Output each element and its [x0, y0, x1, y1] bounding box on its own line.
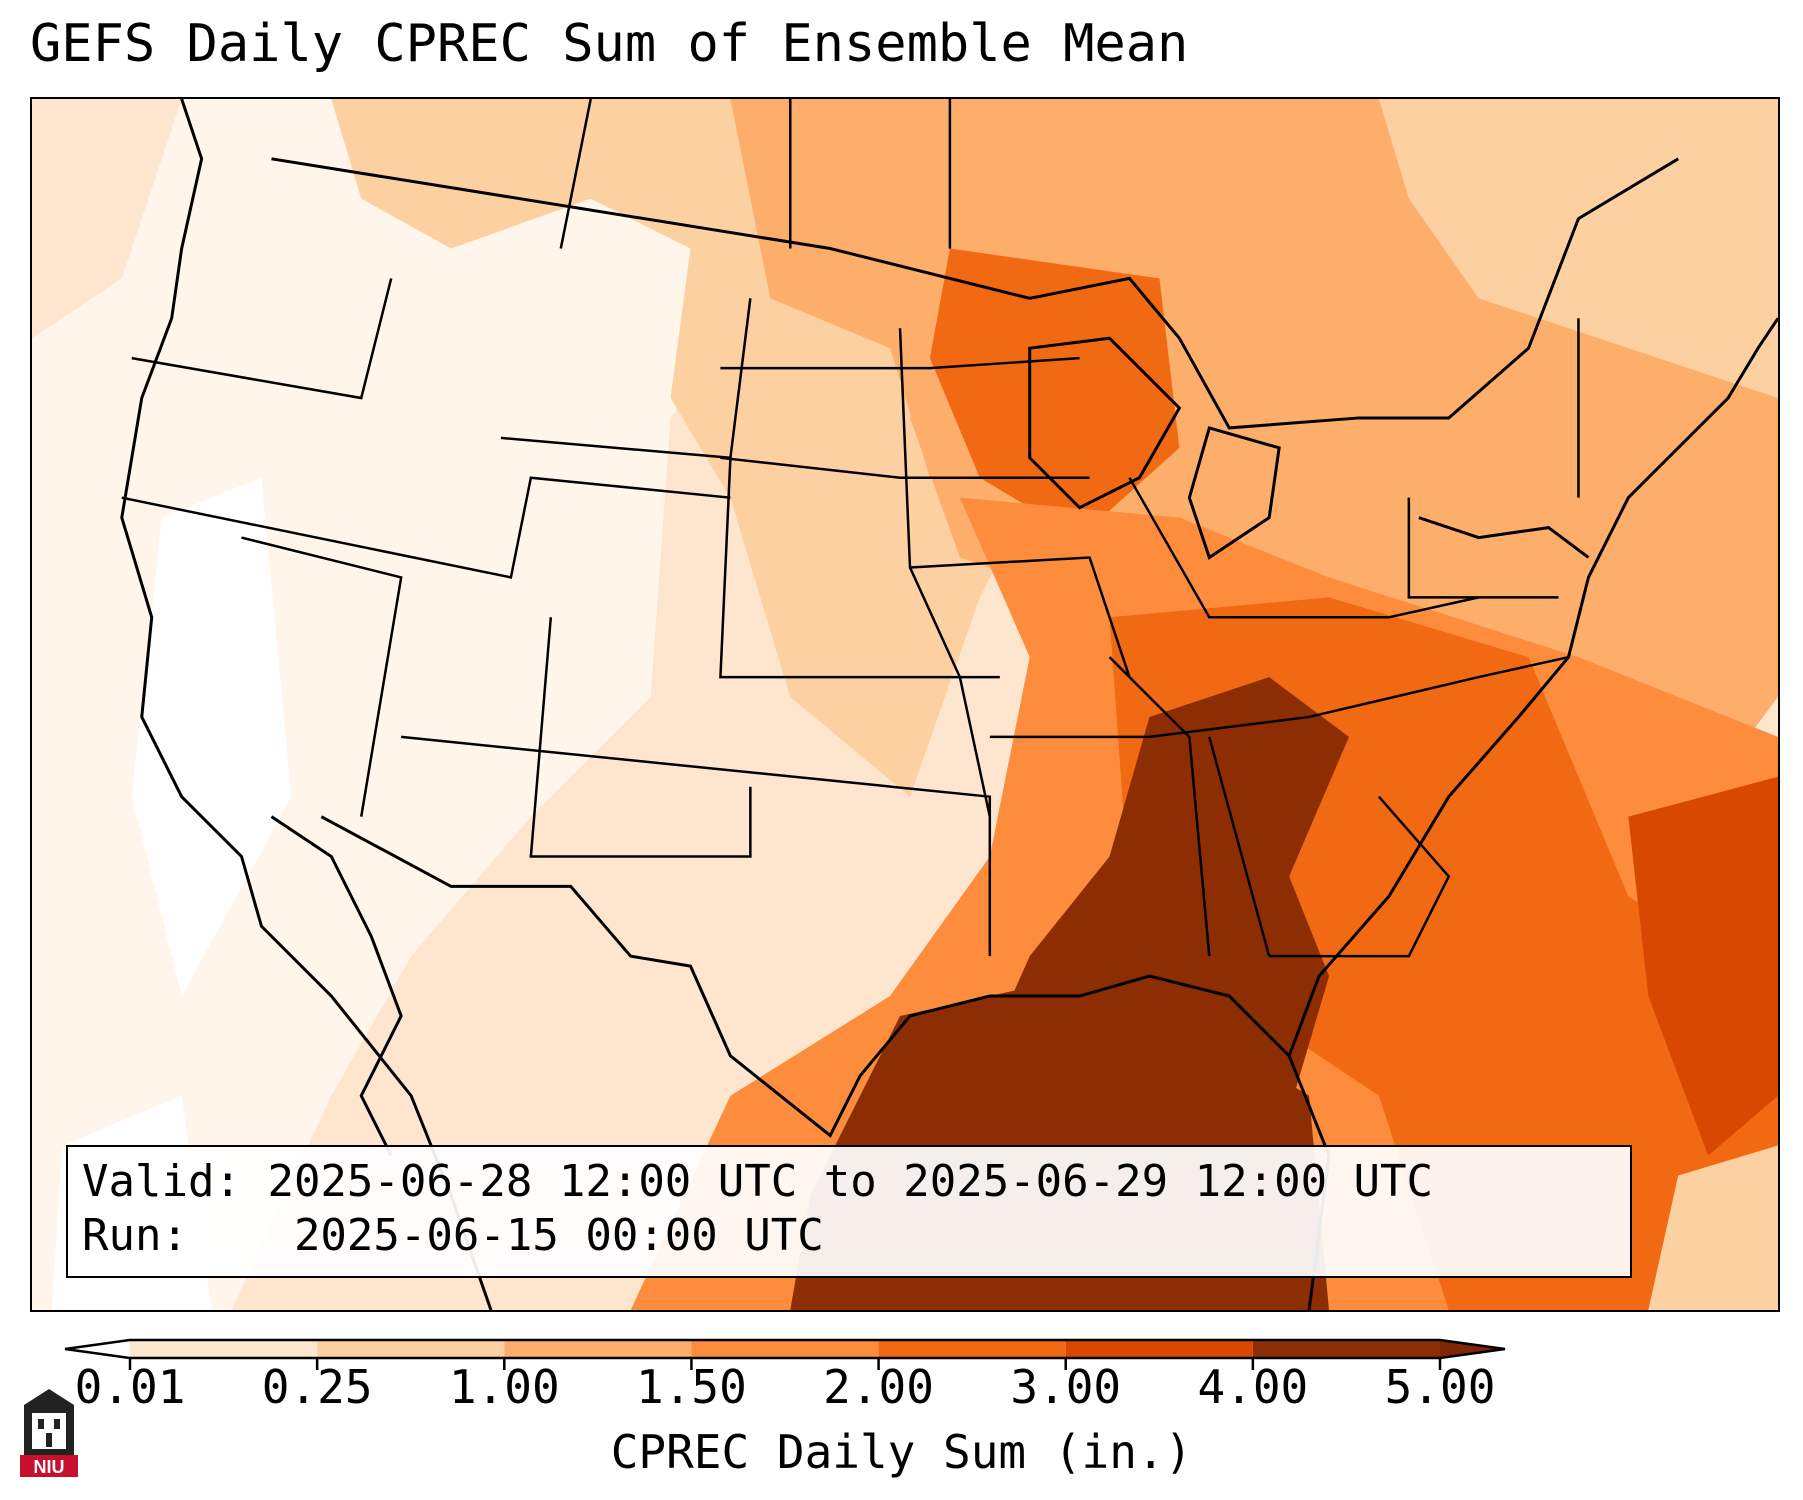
state-line-ia-mo [909, 556, 1131, 678]
colorbar-segment [130, 1340, 318, 1358]
run-label: Run: [82, 1210, 188, 1261]
state-line-nd-sd [720, 356, 1080, 370]
state-line-or-nv [121, 476, 731, 579]
state-line-ga-fl-sc [1269, 795, 1451, 958]
state-line-tn-nc [989, 655, 1569, 739]
state-line-pa-md [1407, 497, 1559, 599]
precipitation-map [30, 97, 1780, 1312]
pacific-coast [120, 99, 493, 1310]
colorbar-tick-label: 2.00 [823, 1360, 934, 1414]
colorbar-tick-label: 0.01 [74, 1360, 186, 1414]
colorbar-tick-label: 4.00 [1197, 1360, 1309, 1414]
state-line-oh-ky [1128, 477, 1479, 619]
colorbar-segment [691, 1340, 879, 1358]
state-lines [121, 99, 1580, 958]
baja-coast [270, 815, 403, 1157]
map-title: GEFS Daily CPREC Sum of Ensemble Mean [30, 14, 1189, 74]
state-line-co-ks [500, 436, 1000, 679]
state-line-al-ga [1208, 736, 1271, 957]
niu-logo-icon: NIU [20, 1389, 78, 1477]
colorbar-tick-label: 1.50 [636, 1360, 747, 1414]
region-light-caribbean [1648, 1145, 1778, 1310]
region-dry-west [32, 99, 751, 1310]
valid-time-range: 2025-06-28 12:00 UTC to 2025-06-29 12:00… [267, 1156, 1434, 1207]
state-line-mn-ia-mo [898, 328, 992, 817]
colorbar-segment [1065, 1340, 1253, 1358]
colorbar-over-extension [1440, 1340, 1505, 1358]
state-line-az-nm [529, 617, 752, 858]
lake-erie-ontario [1418, 516, 1590, 559]
colorbar-tick-label: 1.00 [448, 1360, 560, 1414]
colorbar-segment [317, 1340, 505, 1358]
colorbar-label: CPREC Daily Sum (in.) [610, 1425, 1193, 1479]
colorbar-under-extension [65, 1340, 130, 1358]
state-line-sd-ne [720, 456, 1090, 479]
state-line-ms-al [1108, 656, 1211, 957]
region-heavy-atlantic [1628, 776, 1778, 1156]
state-line-wy [729, 298, 752, 458]
lake-michigan-superior [1028, 336, 1182, 510]
atlantic-coast [1287, 317, 1778, 1057]
state-line-id-mt [559, 99, 592, 249]
state-line-nv-ut [241, 536, 403, 817]
colorbar-tick-label: 5.00 [1384, 1360, 1496, 1414]
colorbar-segment [504, 1340, 692, 1358]
colorbar-tick-label: 0.25 [261, 1360, 373, 1414]
run-time: 2025-06-15 00:00 UTC [293, 1210, 824, 1261]
colorbar-tick-label: 3.00 [1010, 1360, 1122, 1414]
valid-run-info-box: Valid: 2025-06-28 12:00 UTC to 2025-06-2… [66, 1145, 1632, 1278]
region-light-northeast [1378, 99, 1778, 399]
us-canada-border [271, 157, 1679, 430]
svg-text:NIU: NIU [34, 1457, 65, 1477]
valid-label: Valid: [82, 1156, 241, 1207]
region-great-lakes [929, 248, 1180, 538]
region-very-dry-california [131, 477, 292, 997]
lake-huron [1187, 426, 1281, 560]
borders [120, 99, 1778, 1310]
colorbar-segment [878, 1340, 1066, 1358]
us-mexico-gulf-border [320, 815, 1331, 1310]
state-line-nm-tx-ok [401, 735, 992, 957]
colorbar-segment [1252, 1340, 1440, 1358]
state-line-wa-or [131, 278, 393, 400]
colorbar [64, 1338, 1506, 1370]
